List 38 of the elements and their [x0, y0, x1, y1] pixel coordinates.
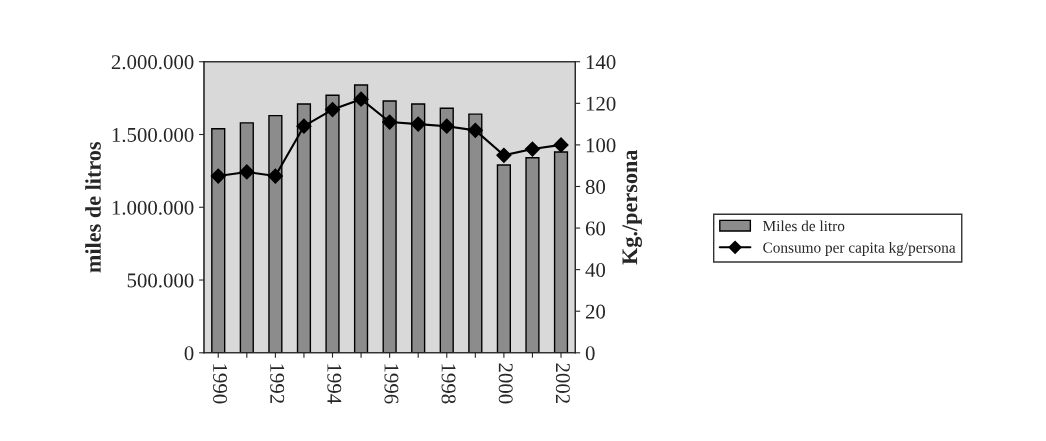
y-tick-label: 1.500.000 [112, 127, 194, 143]
point [553, 137, 569, 153]
y2-tick-label: 40 [585, 263, 606, 278]
point [467, 122, 483, 138]
y2-tick-label: 140 [586, 55, 616, 70]
point [324, 101, 341, 118]
x-tick-label: 2002 [555, 363, 570, 404]
point [353, 91, 369, 107]
y2-tick-label: 20 [585, 304, 606, 319]
legend-label: Consumo per capita kg/persona [763, 242, 956, 256]
x-tick-label: 1998 [441, 364, 456, 404]
y2-tick-label: 0 [585, 346, 595, 361]
point [410, 116, 426, 132]
bar [211, 127, 226, 353]
point [296, 118, 312, 134]
x-tick-label: 1990 [213, 364, 228, 404]
y-axis-title: miles de litros [85, 141, 101, 273]
x-tick-label: 1992 [270, 364, 285, 404]
point [439, 118, 455, 134]
x-tick-label: 2000 [498, 363, 513, 404]
y2-tick-label: 60 [585, 221, 606, 236]
legend-label: Miles de litro [763, 220, 845, 232]
y-tick-label: 0 [184, 346, 194, 361]
point [524, 141, 541, 157]
y-tick-label: 2.000.000 [111, 55, 194, 70]
x-tick-label: 1994 [327, 364, 342, 404]
y2-axis-title: Kg./persona [622, 149, 642, 265]
point [210, 168, 226, 184]
point [496, 147, 512, 163]
point [382, 114, 398, 130]
point [239, 164, 255, 180]
y-tick-label: 500.000 [127, 273, 194, 288]
y2-tick-label: 120 [586, 96, 616, 111]
y-tick-label: 1.000.000 [112, 200, 194, 215]
y2-tick-label: 80 [585, 179, 606, 194]
x-tick-label: 1996 [384, 364, 399, 404]
y2-tick-label: 100 [586, 138, 616, 153]
point [267, 168, 283, 184]
